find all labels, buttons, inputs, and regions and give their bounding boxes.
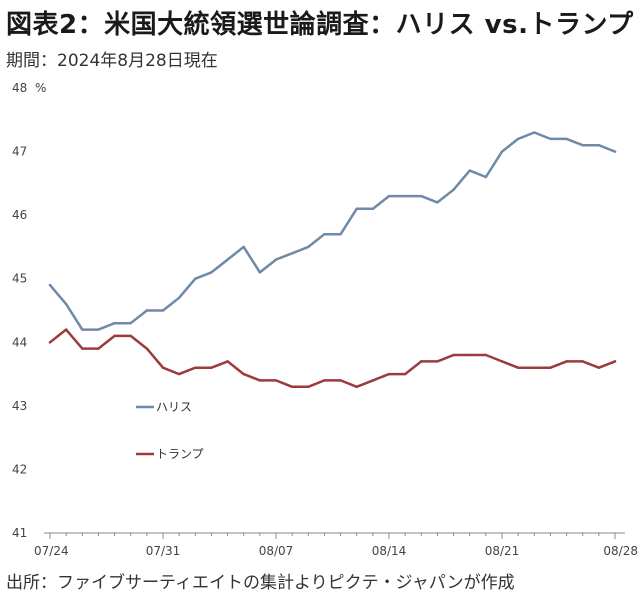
harris-point [307, 245, 310, 249]
trump-point [468, 353, 471, 357]
trump-point [516, 366, 520, 369]
harris-point [468, 169, 471, 172]
harris-point [97, 328, 100, 331]
trump-point [48, 341, 52, 344]
trump-point [371, 379, 375, 382]
harris-point [242, 245, 245, 249]
legend-label: ハリス [156, 400, 192, 414]
x-tick-label: 08/07 [259, 544, 294, 558]
harris-point [549, 137, 552, 141]
trump-point [64, 328, 68, 331]
harris-point [226, 258, 229, 261]
chart-title: 図表2：米国大統領選世論調査：ハリス vs.トランプ [6, 10, 634, 40]
harris-point [274, 258, 278, 261]
harris-line [48, 131, 617, 331]
x-tick-label: 08/14 [372, 544, 407, 558]
harris-point [64, 302, 68, 306]
trump-point [323, 379, 326, 382]
harris-point [436, 201, 439, 204]
trump-point [177, 372, 181, 376]
harris-point [452, 188, 455, 191]
trump-point [274, 379, 278, 382]
harris-point [145, 309, 149, 312]
harris-point [420, 194, 423, 198]
trump-point [113, 334, 116, 338]
harris-point [484, 175, 488, 179]
harris-point [48, 283, 52, 287]
harris-point [290, 252, 294, 255]
trump-point [403, 372, 407, 376]
harris-point [194, 277, 197, 280]
trump-point [581, 360, 584, 363]
trump-point [500, 360, 504, 363]
harris-point [129, 322, 132, 325]
chart-subtitle: 期間：2024年8月28日現在 [6, 51, 218, 71]
harris-point [533, 131, 536, 134]
x-tick-label: 08/28 [603, 544, 638, 558]
harris-point [258, 271, 262, 274]
trump-point [355, 385, 358, 388]
trump-point [452, 353, 455, 357]
source-note: 出所：ファイブサーティエイトの集計よりピクテ・ジャパンが作成 [6, 573, 515, 593]
y-tick-label: 43 [12, 399, 27, 413]
x-tick-label: 07/24 [34, 544, 69, 558]
trump-point [290, 385, 294, 388]
x-tick-label: 08/21 [485, 544, 520, 558]
trump-point [307, 385, 310, 388]
harris-point [613, 150, 617, 153]
y-tick-label: 48 [12, 81, 27, 95]
trump-point [549, 366, 552, 369]
y-axis-unit-label: % [35, 81, 46, 95]
harris-point [387, 194, 391, 198]
harris-point [355, 207, 358, 210]
harris-point [339, 233, 342, 236]
y-tick-label: 45 [12, 272, 27, 286]
harris-point [323, 233, 326, 236]
trump-point [81, 347, 84, 350]
y-tick-label: 47 [12, 145, 27, 159]
trump-point [387, 372, 391, 376]
trump-point [210, 366, 213, 369]
trump-point [565, 360, 568, 363]
trump-point [194, 366, 197, 369]
y-tick-label: 42 [12, 462, 27, 476]
trump-point [339, 379, 342, 382]
trump-point [242, 372, 245, 376]
y-tick-label: 44 [12, 335, 27, 349]
harris-point [371, 207, 375, 210]
harris-point [403, 194, 407, 198]
y-tick-label: 41 [12, 526, 27, 540]
trump-point [613, 360, 617, 363]
trump-point [436, 360, 439, 363]
trump-point [97, 347, 100, 350]
harris-point [581, 144, 584, 147]
trump-point [258, 379, 262, 382]
trump-line [48, 328, 617, 389]
y-tick-label: 46 [12, 208, 27, 222]
trump-point [597, 366, 601, 369]
trump-point [484, 353, 488, 357]
harris-point [597, 144, 601, 147]
harris-point [81, 328, 84, 331]
harris-point [210, 271, 213, 274]
x-tick-label: 07/31 [146, 544, 181, 558]
trump-point [420, 360, 423, 363]
harris-point [516, 137, 520, 141]
legend-label: トランプ [156, 447, 204, 461]
harris-point [500, 150, 504, 153]
harris-point [565, 137, 568, 141]
harris-point [177, 296, 181, 299]
harris-point [161, 309, 165, 312]
trump-point [145, 347, 149, 350]
trump-point [226, 360, 229, 363]
trump-point [129, 334, 132, 338]
harris-point [113, 322, 116, 325]
trump-point [533, 366, 536, 369]
trump-point [161, 366, 165, 369]
